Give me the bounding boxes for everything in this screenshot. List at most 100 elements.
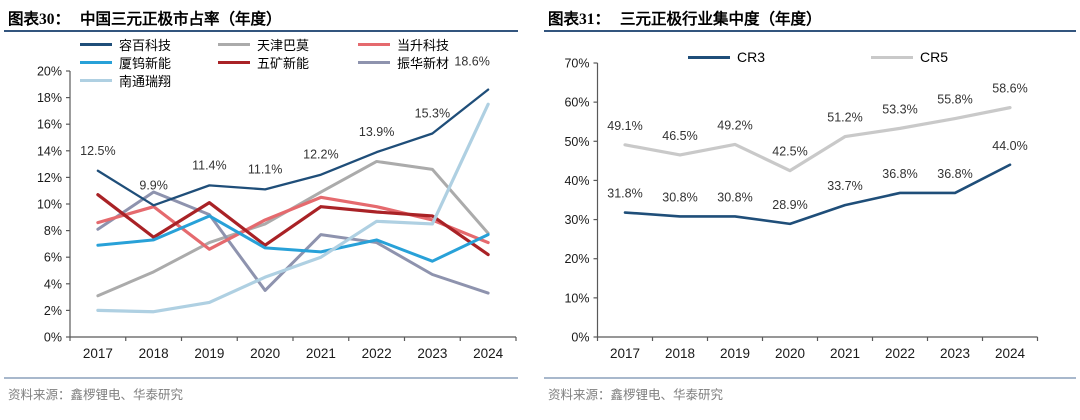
svg-text:42.5%: 42.5% — [772, 145, 807, 159]
legend-item-当升科技: 当升科技 — [358, 37, 518, 53]
line-振华新材 — [96, 190, 490, 295]
data-labels: 12.5% 9.9% 11.4% 11.1% 12.2% 13.9% 15.3% 18.6% — [80, 55, 490, 193]
source-text-left: 资料来源：鑫椤锂电、华泰研究 — [8, 388, 184, 402]
svg-text:11.4%: 11.4% — [192, 158, 227, 172]
svg-text:58.6%: 58.6% — [992, 82, 1027, 96]
svg-text:50%: 50% — [564, 135, 589, 149]
legend-item-天津巴莫: 天津巴莫 — [218, 37, 358, 53]
line-五矿新能 — [96, 193, 490, 257]
line-当升科技 — [96, 195, 490, 251]
svg-text:40%: 40% — [564, 174, 589, 188]
svg-text:51.2%: 51.2% — [827, 111, 862, 125]
svg-text:49.1%: 49.1% — [607, 119, 642, 133]
line-厦钨新能 — [96, 214, 490, 263]
svg-text:14%: 14% — [37, 144, 62, 158]
svg-text:53.3%: 53.3% — [882, 102, 917, 116]
svg-text:36.8%: 36.8% — [882, 167, 917, 181]
svg-text:2023: 2023 — [940, 346, 970, 361]
tick-labels: 0% 2% 4% 6% 8% 10% 12% 14% 16% 18% 20% 2017 2018 2019… — [37, 65, 504, 362]
svg-text:13.9%: 13.9% — [359, 125, 394, 139]
svg-text:11.1%: 11.1% — [248, 162, 283, 176]
svg-text:70%: 70% — [564, 57, 589, 71]
source-text-right: 资料来源：鑫椤锂电、华泰研究 — [548, 388, 724, 402]
svg-text:2017: 2017 — [83, 346, 113, 361]
chart-title-left: 图表30： 中国三元正极市占率（年度） — [8, 7, 282, 29]
svg-text:12.2%: 12.2% — [303, 148, 338, 162]
concentration-line-chart: 0% 10% 20% 30% 40% 50% 60% 70% 2017 2018 2019 2020 2… — [564, 57, 1039, 362]
legend-market-share: 容百科技 天津巴莫 当升科技厦钨新能 五矿新能 振华新材南通瑞翔 — [80, 37, 518, 89]
svg-text:31.8%: 31.8% — [607, 187, 642, 201]
svg-text:2022: 2022 — [362, 346, 392, 361]
svg-text:28.9%: 28.9% — [772, 198, 807, 212]
legend-item-容百科技: 容百科技 — [80, 37, 218, 53]
svg-text:2019: 2019 — [720, 346, 750, 361]
svg-text:49.2%: 49.2% — [717, 118, 752, 132]
title-rule-left — [4, 30, 518, 32]
legend-label-五矿新能: 五矿新能 — [257, 55, 310, 71]
svg-text:30.8%: 30.8% — [662, 190, 697, 204]
legend-item-振华新材: 振华新材 — [358, 55, 518, 71]
svg-text:2018: 2018 — [139, 346, 169, 361]
chart-title-right: 图表31： 三元正极行业集中度（年度） — [548, 7, 822, 29]
legend-swatch-南通瑞翔 — [80, 78, 112, 82]
line-容百科技 — [96, 88, 490, 207]
legend-label-当升科技: 当升科技 — [397, 37, 450, 53]
svg-text:2021: 2021 — [830, 346, 860, 361]
legend-label-厦钨新能: 厦钨新能 — [119, 55, 172, 71]
line-南通瑞翔 — [96, 102, 490, 314]
title-rule-right — [544, 30, 1076, 32]
figure-title-left: 中国三元正极市占率（年度） — [80, 11, 282, 28]
legend-swatch-当升科技 — [358, 42, 390, 46]
legend-swatch-振华新材 — [358, 60, 390, 64]
legend-swatch-天津巴莫 — [218, 42, 250, 46]
svg-text:18.6%: 18.6% — [454, 55, 489, 69]
svg-text:12.5%: 12.5% — [80, 144, 115, 158]
svg-text:20%: 20% — [564, 252, 589, 266]
svg-text:2017: 2017 — [610, 346, 640, 361]
svg-text:6%: 6% — [44, 251, 62, 265]
legend-item-五矿新能: 五矿新能 — [218, 55, 358, 71]
svg-text:4%: 4% — [44, 277, 62, 291]
figure-title-right: 三元正极行业集中度（年度） — [620, 11, 822, 28]
svg-text:16%: 16% — [37, 118, 62, 132]
svg-text:15.3%: 15.3% — [415, 107, 450, 121]
source-rule-right — [544, 377, 1076, 379]
svg-text:2024: 2024 — [473, 346, 504, 361]
svg-text:10%: 10% — [37, 198, 62, 212]
legend-label-CR3: CR3 — [737, 49, 766, 65]
svg-text:0%: 0% — [44, 331, 62, 345]
tick-labels: 0% 10% 20% 30% 40% 50% 60% 70% 2017 2018 2019 2020 2… — [564, 57, 1025, 362]
svg-text:2023: 2023 — [417, 346, 447, 361]
series-lines — [623, 106, 1012, 226]
svg-text:2%: 2% — [44, 304, 62, 318]
legend-concentration: CR3 CR5 — [688, 49, 949, 65]
svg-text:55.8%: 55.8% — [937, 93, 972, 107]
series-lines — [96, 88, 490, 314]
figure-number-right: 图表31： — [548, 11, 611, 28]
svg-text:12%: 12% — [37, 171, 62, 185]
line-CR3 — [623, 163, 1012, 226]
svg-text:44.0%: 44.0% — [992, 139, 1027, 153]
svg-text:36.8%: 36.8% — [937, 167, 972, 181]
line-CR5 — [623, 106, 1012, 173]
source-rule-left — [4, 377, 518, 379]
legend-label-南通瑞翔: 南通瑞翔 — [119, 73, 172, 89]
figure-number-left: 图表30： — [8, 11, 71, 28]
axes — [66, 70, 517, 341]
legend-swatch-容百科技 — [80, 42, 112, 46]
legend-label-CR5: CR5 — [920, 49, 949, 65]
legend-label-容百科技: 容百科技 — [119, 37, 172, 53]
legend-swatch-五矿新能 — [218, 60, 250, 64]
svg-text:30%: 30% — [564, 213, 589, 227]
svg-text:46.5%: 46.5% — [662, 129, 697, 143]
axes — [593, 62, 1039, 341]
legend-label-振华新材: 振华新材 — [397, 55, 450, 71]
legend-item-南通瑞翔: 南通瑞翔 — [80, 73, 218, 89]
market-share-line-chart: 0% 2% 4% 6% 8% 10% 12% 14% 16% 18% 20% 2017 2018 2019… — [37, 55, 517, 362]
legend-swatch-厦钨新能 — [80, 60, 112, 64]
svg-text:8%: 8% — [44, 224, 62, 238]
legend-label-天津巴莫: 天津巴莫 — [257, 37, 310, 53]
svg-text:2018: 2018 — [665, 346, 695, 361]
svg-text:10%: 10% — [564, 291, 589, 305]
